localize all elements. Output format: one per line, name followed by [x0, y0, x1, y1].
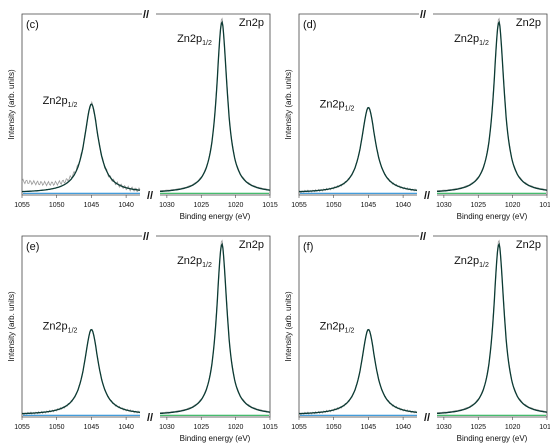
top-axis-break: // — [420, 231, 426, 243]
panel-e: // // 1055 1050 1045 1040 1030 1025 1020 1015 Bind… — [7, 231, 278, 443]
panel-label: (c) — [26, 19, 39, 31]
left-axis-frame — [21, 13, 142, 196]
peak-label-left: Zn2p1/2 — [43, 321, 78, 335]
panel-d: // // 1055 1050 1045 1040 1030 1025 1020 1015 Bind… — [284, 9, 550, 221]
peak-label-right: Zn2p1/2 — [177, 255, 212, 269]
x-tick-label-right-0: 1030 — [436, 424, 452, 431]
panel-f: // // 1055 1050 1045 1040 1030 1025 1020 1015 Bind… — [284, 231, 550, 443]
x-tick-label-right-0: 1030 — [159, 202, 175, 209]
left-axis-frame — [21, 235, 142, 418]
x-tick-label-right-2: 1020 — [505, 202, 521, 209]
top-axis-break: // — [143, 231, 149, 243]
chart-title: Zn2p — [516, 239, 541, 251]
right-axis-frame — [156, 235, 271, 418]
raw-data-left — [298, 329, 418, 416]
x-tick-label-right-0: 1030 — [436, 202, 452, 209]
panel-label: (f) — [303, 241, 313, 253]
x-tick-label-left-3: 1040 — [118, 424, 134, 431]
x-tick-label-right-3: 1015 — [262, 202, 278, 209]
x-tick-label-right-1: 1025 — [470, 202, 486, 209]
x-axis-label: Binding energy (eV) — [457, 212, 528, 221]
fit-curve-left — [299, 106, 418, 193]
y-axis-label: Intensity (arb. units) — [284, 69, 293, 140]
panel-label: (e) — [26, 241, 39, 253]
x-tick-label-left-0: 1055 — [14, 202, 30, 209]
left-axis-frame — [298, 13, 419, 196]
x-tick-label-left-1: 1050 — [326, 202, 342, 209]
peak-label-right: Zn2p1/2 — [454, 255, 489, 269]
x-axis-label: Binding energy (eV) — [180, 434, 251, 443]
x-tick-label-right-2: 1020 — [228, 424, 244, 431]
chart-title: Zn2p — [239, 17, 264, 29]
x-tick-label-left-0: 1055 — [291, 202, 307, 209]
x-tick-label-left-3: 1040 — [395, 424, 411, 431]
x-tick-label-right-3: 1015 — [262, 424, 278, 431]
x-tick-label-left-1: 1050 — [49, 424, 65, 431]
raw-data-left — [298, 107, 418, 194]
bottom-axis-break: // — [424, 190, 430, 202]
y-axis-label: Intensity (arb. units) — [7, 69, 16, 140]
chart-title: Zn2p — [516, 17, 541, 29]
bottom-axis-break: // — [147, 190, 153, 202]
fit-curve-left — [299, 328, 418, 415]
x-tick-label-right-0: 1030 — [159, 424, 175, 431]
x-tick-label-left-2: 1045 — [84, 202, 100, 209]
right-axis-frame — [156, 13, 271, 196]
panel-c: // // 1055 1050 1045 1040 1030 1025 1020 1015 Bind… — [7, 9, 278, 221]
x-tick-label-right-1: 1025 — [193, 424, 209, 431]
x-tick-label-left-0: 1055 — [14, 424, 30, 431]
y-axis-label: Intensity (arb. units) — [7, 291, 16, 362]
y-axis-label: Intensity (arb. units) — [284, 291, 293, 362]
fit-curve-right — [437, 20, 548, 193]
panel-label: (d) — [303, 19, 316, 31]
fit-curve-left — [22, 328, 141, 415]
top-axis-break: // — [420, 9, 426, 21]
peak-label-right: Zn2p1/2 — [454, 33, 489, 47]
x-tick-label-right-1: 1025 — [193, 202, 209, 209]
fit-curve-left — [21, 103, 141, 193]
x-tick-label-left-2: 1045 — [361, 424, 377, 431]
peak-label-left: Zn2p1/2 — [320, 99, 355, 113]
x-tick-label-right-3: 1015 — [539, 424, 550, 431]
bottom-axis-break: // — [424, 412, 430, 424]
x-tick-label-right-2: 1020 — [228, 202, 244, 209]
top-axis-break: // — [143, 9, 149, 21]
right-axis-frame — [433, 235, 548, 418]
left-axis-frame — [298, 235, 419, 418]
x-tick-label-right-1: 1025 — [470, 424, 486, 431]
x-tick-label-left-1: 1050 — [326, 424, 342, 431]
x-tick-label-left-2: 1045 — [361, 202, 377, 209]
x-tick-label-left-3: 1040 — [395, 202, 411, 209]
x-tick-label-left-3: 1040 — [118, 202, 134, 209]
raw-data-left — [21, 100, 141, 193]
right-axis-frame — [433, 13, 548, 196]
fit-curve-right — [160, 242, 271, 415]
x-axis-label: Binding energy (eV) — [457, 434, 528, 443]
peak-label-left: Zn2p1/2 — [43, 95, 78, 109]
x-tick-label-right-2: 1020 — [505, 424, 521, 431]
fit-curve-right — [160, 20, 271, 193]
x-tick-label-right-3: 1015 — [539, 202, 550, 209]
x-axis-label: Binding energy (eV) — [180, 212, 251, 221]
chart-title: Zn2p — [239, 239, 264, 251]
fit-curve-right — [437, 242, 548, 415]
peak-label-right: Zn2p1/2 — [177, 33, 212, 47]
x-tick-label-left-0: 1055 — [291, 424, 307, 431]
x-tick-label-left-2: 1045 — [84, 424, 100, 431]
bottom-axis-break: // — [147, 412, 153, 424]
peak-label-left: Zn2p1/2 — [320, 321, 355, 335]
raw-data-left — [21, 329, 141, 416]
x-tick-label-left-1: 1050 — [49, 202, 65, 209]
